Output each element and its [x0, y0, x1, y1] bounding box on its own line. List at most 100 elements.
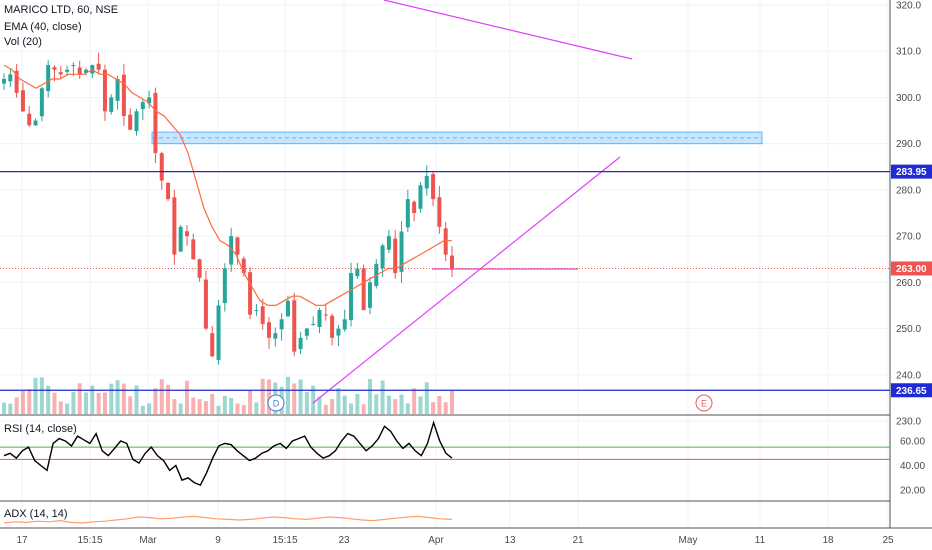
price-tag-label: 236.65	[896, 386, 927, 397]
volume-bar	[431, 402, 436, 414]
candle-body	[134, 111, 139, 132]
time-tick-label: 13	[504, 535, 516, 546]
volume-bar	[285, 376, 290, 414]
price-tag-label: 283.95	[896, 167, 927, 178]
candle-body	[380, 245, 385, 269]
price-tick-label: 280.0	[896, 185, 921, 196]
candle-body	[317, 310, 322, 327]
price-tag-label: 263.00	[896, 264, 927, 275]
volume-bar	[424, 382, 429, 414]
volume-bar	[153, 388, 158, 414]
candle-body	[342, 319, 347, 330]
volume-bar	[65, 403, 70, 414]
rsi-tick-label: 20.00	[900, 486, 925, 497]
price-tick-label: 300.0	[896, 93, 921, 104]
price-tag-box	[891, 164, 932, 179]
candle-body	[311, 323, 316, 325]
volume-bar	[267, 379, 272, 414]
ema-line	[3, 64, 452, 306]
candle-body	[203, 279, 208, 329]
candle-body	[273, 333, 278, 339]
candle-body	[267, 322, 272, 338]
price-tick-label: 230.0	[896, 417, 921, 428]
candle-body	[84, 69, 89, 73]
volume-bar	[58, 401, 63, 414]
volume-bar	[109, 383, 114, 414]
price-tick-label: 250.0	[896, 324, 921, 335]
candle-body	[399, 231, 404, 272]
volume-bar	[450, 390, 454, 414]
rsi-tick-label: 60.00	[900, 437, 925, 448]
volume-bar	[166, 384, 171, 414]
volume-bar	[304, 391, 309, 414]
candle-body	[121, 74, 126, 116]
ema-path	[3, 64, 452, 306]
candle-body	[216, 305, 221, 360]
volume-bar	[172, 399, 177, 414]
volume-bar	[355, 393, 360, 414]
volume-bar	[386, 395, 391, 414]
volume-bar	[90, 385, 95, 414]
candle-body	[14, 70, 19, 93]
descending-trendline	[383, 0, 633, 60]
volume-bar	[336, 388, 341, 414]
volume-bar	[147, 403, 152, 414]
volume-bar	[374, 394, 379, 414]
candle-body	[323, 314, 328, 316]
volume-legend: Vol (20)	[4, 36, 42, 48]
time-tick-label: May	[679, 535, 698, 546]
candle-body	[172, 197, 177, 255]
volume-bar	[241, 405, 246, 414]
candle-body	[393, 238, 398, 274]
price-tick-label: 320.0	[896, 1, 921, 12]
candle-body	[405, 199, 410, 228]
volume-bar	[2, 402, 6, 414]
rsi-line	[3, 420, 453, 486]
volume-bar	[159, 379, 164, 414]
candle-body	[71, 65, 76, 67]
volume-bar	[8, 403, 13, 414]
volume-bar	[115, 380, 120, 414]
time-tick-label: Mar	[139, 535, 157, 546]
candle-body	[450, 255, 454, 269]
volume-bar	[96, 392, 101, 414]
candle-body	[304, 328, 309, 336]
volume-bar	[216, 405, 221, 414]
candle-body	[424, 176, 429, 189]
candle-body	[46, 65, 51, 92]
price-tick-label: 310.0	[896, 47, 921, 58]
candle-body	[285, 300, 290, 317]
candle-body	[33, 120, 38, 126]
adx-line	[3, 515, 453, 524]
volume-bar	[52, 392, 57, 414]
candle-body	[109, 97, 114, 112]
volume-bar	[342, 395, 347, 414]
candle-body	[140, 102, 145, 110]
time-tick-label: 15:15	[77, 535, 102, 546]
volume-bar	[134, 385, 139, 414]
volume-bar	[412, 388, 417, 414]
volume-bar	[380, 380, 385, 414]
candle-body	[443, 228, 448, 255]
volume-bar	[298, 379, 303, 414]
volume-bar	[191, 397, 196, 414]
rsi-tick-label: 40.00	[900, 461, 925, 472]
candle-body	[330, 315, 335, 338]
time-tick-label: 9	[215, 535, 221, 546]
time-tick-label: 18	[822, 535, 834, 546]
candle-body	[210, 333, 215, 357]
time-tick-label: 17	[16, 535, 28, 546]
volume-bar	[14, 397, 19, 414]
price-axis: 230.0 240.0 250.0 260.0 270.0 280.0 290.0 300.0…	[891, 1, 932, 497]
time-tick-label: 11	[755, 535, 766, 546]
candle-body	[58, 72, 63, 75]
volume-bar	[393, 399, 398, 414]
candle-body	[52, 67, 57, 70]
candle-body	[178, 226, 183, 252]
volume-bar	[361, 404, 366, 414]
price-tick-label: 270.0	[896, 232, 921, 243]
candle-body	[349, 273, 354, 321]
candle-body	[65, 69, 70, 72]
